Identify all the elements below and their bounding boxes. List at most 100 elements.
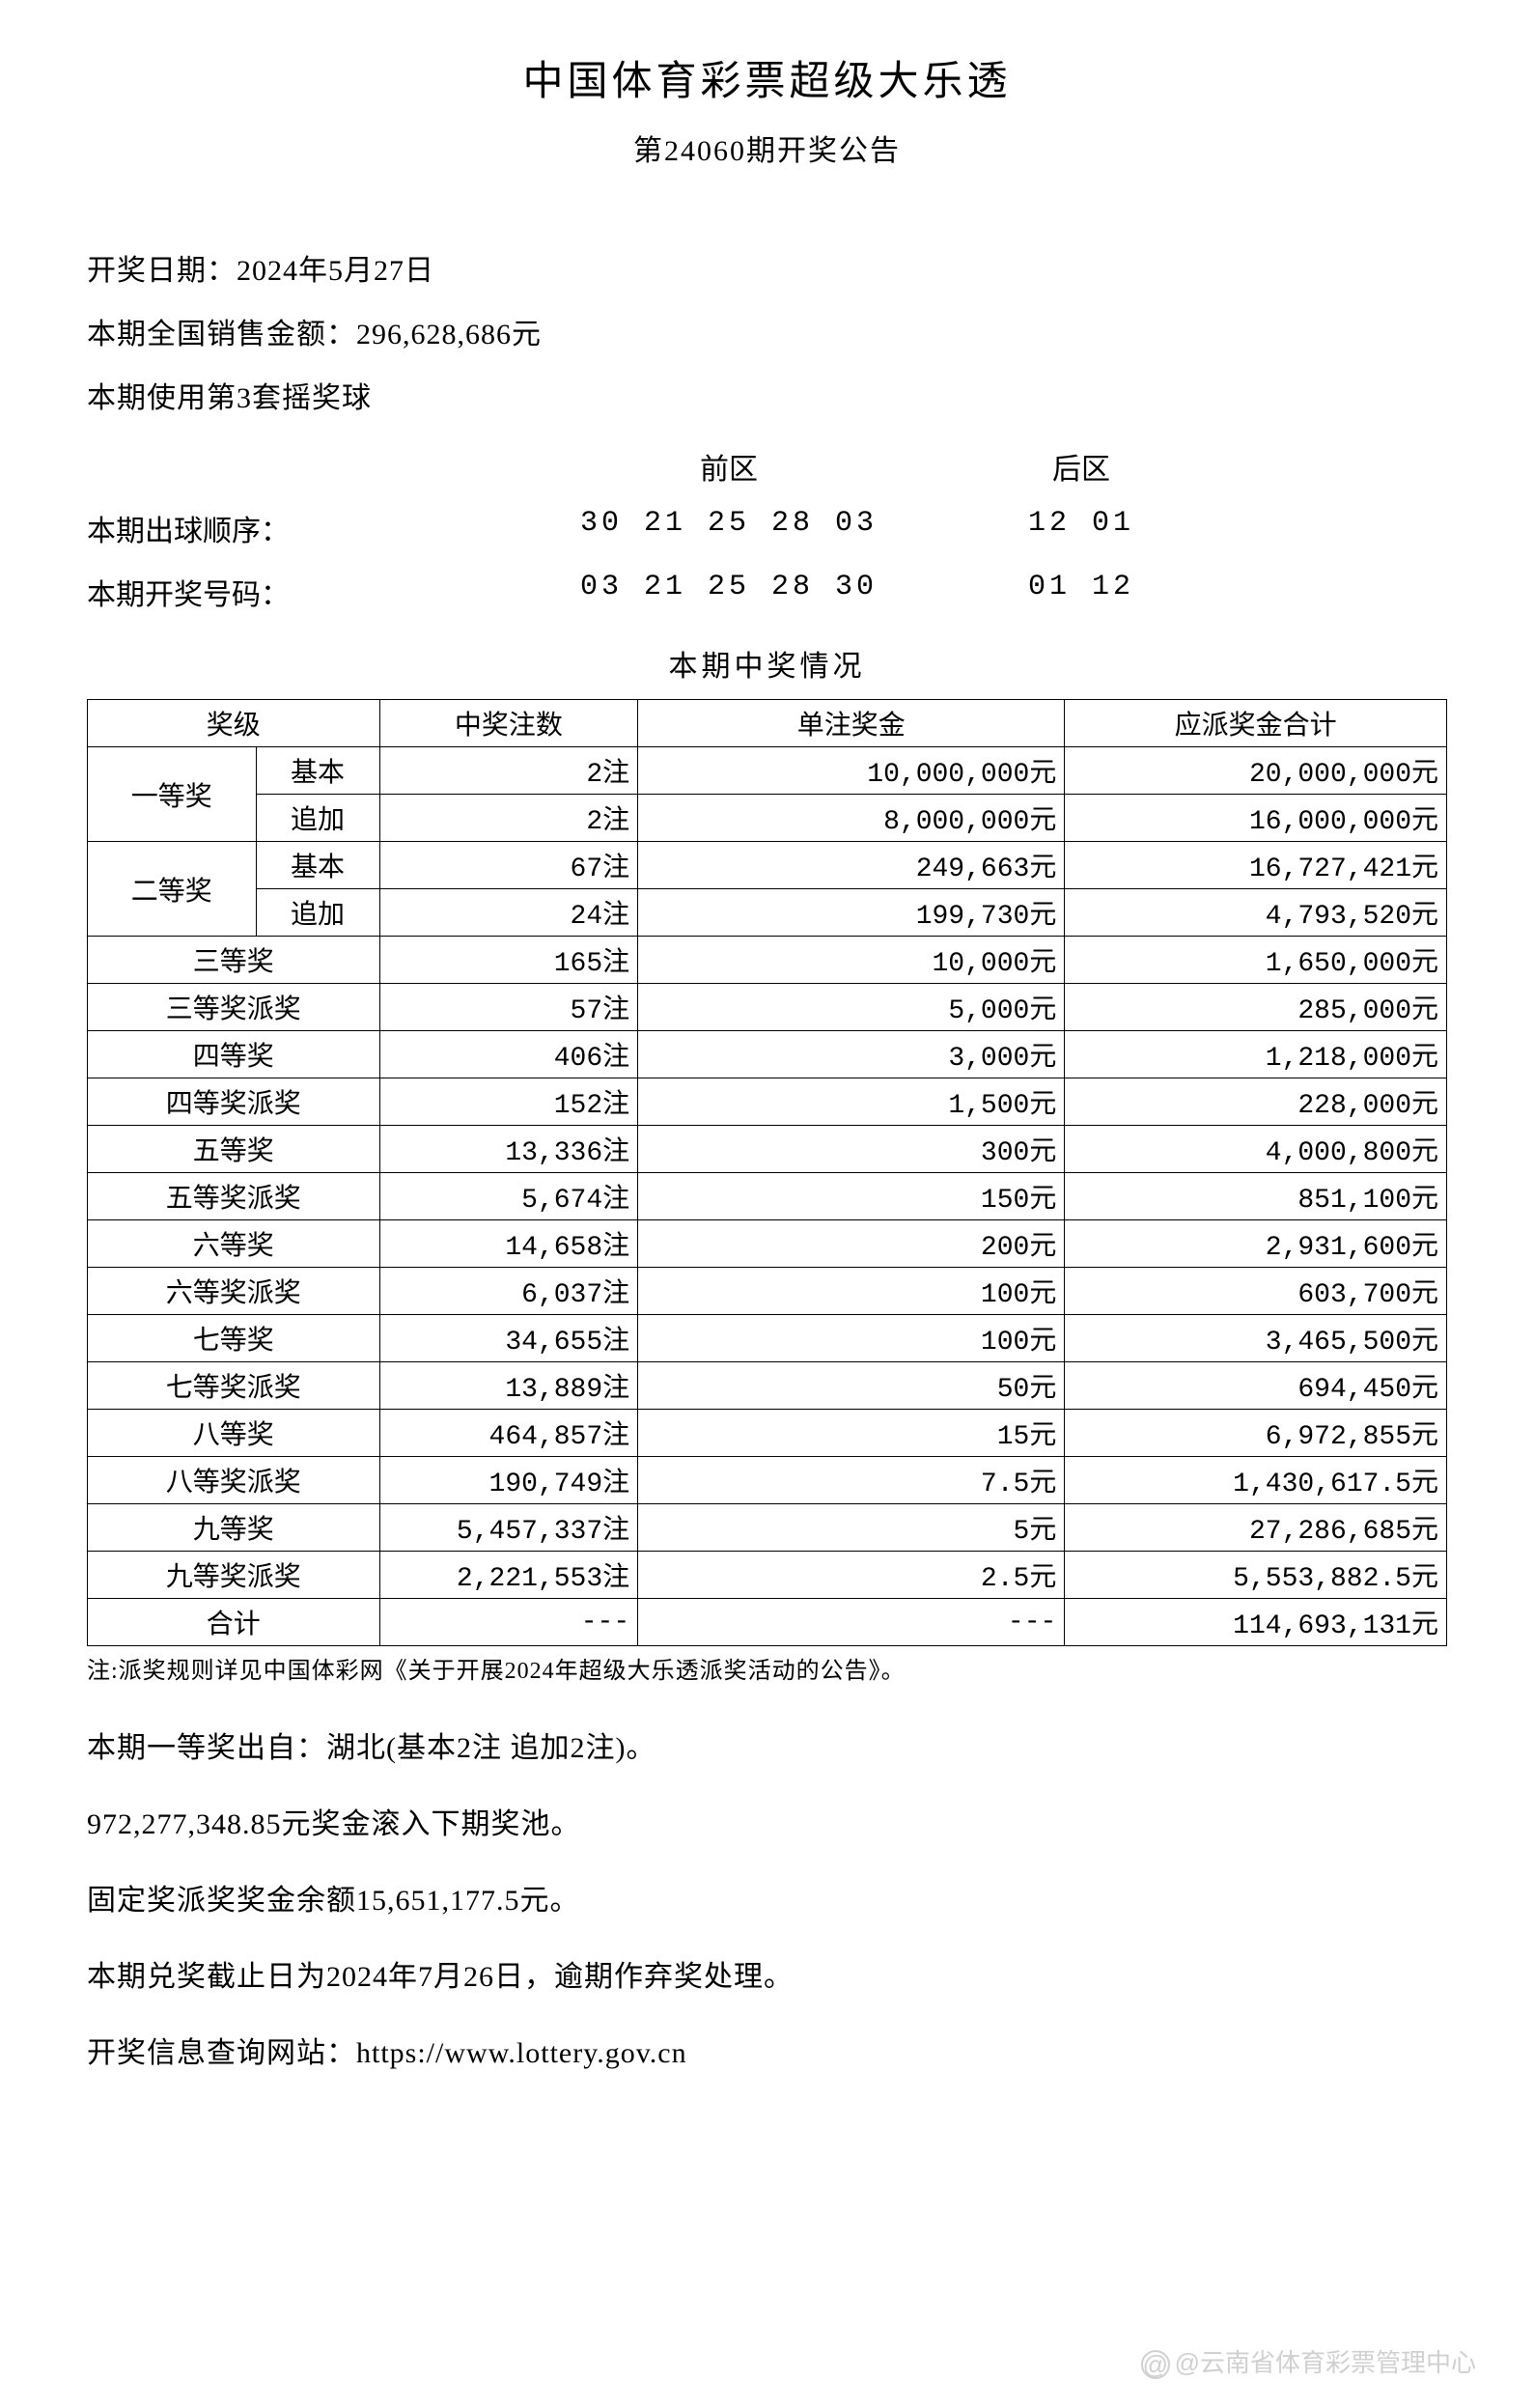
draw-order-back: 12 01 xyxy=(936,507,1226,549)
level-cell: 五等奖派奖 xyxy=(88,1173,380,1220)
sales-label: 本期全国销售金额： xyxy=(87,319,356,350)
total-cell: 228,000元 xyxy=(1065,1078,1447,1126)
table-row: 三等奖 165注 10,000元 1,650,000元 xyxy=(88,937,1447,984)
count-cell: 2,221,553注 xyxy=(379,1552,638,1599)
unit-cell: 199,730元 xyxy=(638,889,1065,937)
subtitle: 第24060期开奖公告 xyxy=(87,126,1447,169)
watermark-text: @云南省体育彩票管理中心 xyxy=(1175,2348,1476,2377)
footer-line-winner: 本期一等奖出自：湖北(基本2注 追加2注)。 xyxy=(87,1723,1447,1766)
winning-front: 03 21 25 28 30 xyxy=(521,571,936,613)
winning-back: 01 12 xyxy=(936,571,1226,613)
draw-order-front: 30 21 25 28 03 xyxy=(521,507,936,549)
table-row-total: 合计 --- --- 114,693,131元 xyxy=(88,1599,1447,1646)
count-cell: 165注 xyxy=(379,937,638,984)
footer-section: 本期一等奖出自：湖北(基本2注 追加2注)。 972,277,348.85元奖金… xyxy=(87,1723,1447,2071)
total-cell: 20,000,000元 xyxy=(1065,747,1447,795)
count-cell: 24注 xyxy=(379,889,638,937)
level-cell: 合计 xyxy=(88,1599,380,1646)
table-row: 八等奖 464,857注 15元 6,972,855元 xyxy=(88,1410,1447,1457)
table-header-row: 奖级 中奖注数 单注奖金 应派奖金合计 xyxy=(88,700,1447,747)
winning-numbers-row: 本期开奖号码： 03 21 25 28 30 01 12 xyxy=(87,571,1447,613)
numbers-header-row: 前区 后区 xyxy=(87,445,1447,488)
table-row: 七等奖派奖 13,889注 50元 694,450元 xyxy=(88,1362,1447,1410)
level-cell: 四等奖派奖 xyxy=(88,1078,380,1126)
draw-date-line: 开奖日期：2024年5月27日 xyxy=(87,246,1447,289)
total-cell: 851,100元 xyxy=(1065,1173,1447,1220)
level-cell: 八等奖派奖 xyxy=(88,1457,380,1504)
draw-date-value: 2024年5月27日 xyxy=(237,255,434,287)
count-cell: 5,674注 xyxy=(379,1173,638,1220)
header-level: 奖级 xyxy=(88,700,380,747)
level-cell: 六等奖 xyxy=(88,1220,380,1268)
unit-cell: 10,000,000元 xyxy=(638,747,1065,795)
table-row: 七等奖 34,655注 100元 3,465,500元 xyxy=(88,1315,1447,1362)
sales-line: 本期全国销售金额：296,628,686元 xyxy=(87,310,1447,352)
count-cell: 34,655注 xyxy=(379,1315,638,1362)
total-cell: 6,972,855元 xyxy=(1065,1410,1447,1457)
front-area-label: 前区 xyxy=(521,445,936,488)
sublevel-cell: 基本 xyxy=(256,747,379,795)
table-row: 八等奖派奖 190,749注 7.5元 1,430,617.5元 xyxy=(88,1457,1447,1504)
total-cell: 1,650,000元 xyxy=(1065,937,1447,984)
table-row: 追加 24注 199,730元 4,793,520元 xyxy=(88,889,1447,937)
unit-cell: 5元 xyxy=(638,1504,1065,1552)
ball-set-line: 本期使用第3套摇奖球 xyxy=(87,374,1447,416)
total-cell: 16,000,000元 xyxy=(1065,795,1447,842)
footer-line-website: 开奖信息查询网站：https://www.lottery.gov.cn xyxy=(87,2029,1447,2071)
unit-cell: 10,000元 xyxy=(638,937,1065,984)
count-cell: 406注 xyxy=(379,1031,638,1078)
watermark: @@云南省体育彩票管理中心 xyxy=(1141,2343,1476,2379)
unit-cell: 5,000元 xyxy=(638,984,1065,1031)
footer-line-balance: 固定奖派奖奖金余额15,651,177.5元。 xyxy=(87,1876,1447,1918)
footer-line-deadline: 本期兑奖截止日为2024年7月26日，逾期作弃奖处理。 xyxy=(87,1952,1447,1995)
total-cell: 2,931,600元 xyxy=(1065,1220,1447,1268)
sublevel-cell: 追加 xyxy=(256,795,379,842)
unit-cell: 300元 xyxy=(638,1126,1065,1173)
table-row: 五等奖派奖 5,674注 150元 851,100元 xyxy=(88,1173,1447,1220)
numbers-section: 前区 后区 本期出球顺序： 30 21 25 28 03 12 01 本期开奖号… xyxy=(87,445,1447,613)
count-cell: 464,857注 xyxy=(379,1410,638,1457)
count-cell: 190,749注 xyxy=(379,1457,638,1504)
unit-cell: --- xyxy=(638,1599,1065,1646)
level-cell: 八等奖 xyxy=(88,1410,380,1457)
unit-cell: 200元 xyxy=(638,1220,1065,1268)
total-cell: 3,465,500元 xyxy=(1065,1315,1447,1362)
table-row: 一等奖 基本 2注 10,000,000元 20,000,000元 xyxy=(88,747,1447,795)
header-count: 中奖注数 xyxy=(379,700,638,747)
count-cell: 57注 xyxy=(379,984,638,1031)
total-cell: 603,700元 xyxy=(1065,1268,1447,1315)
table-row: 四等奖派奖 152注 1,500元 228,000元 xyxy=(88,1078,1447,1126)
count-cell: 2注 xyxy=(379,795,638,842)
count-cell: 6,037注 xyxy=(379,1268,638,1315)
table-row: 三等奖派奖 57注 5,000元 285,000元 xyxy=(88,984,1447,1031)
unit-cell: 15元 xyxy=(638,1410,1065,1457)
table-row: 六等奖 14,658注 200元 2,931,600元 xyxy=(88,1220,1447,1268)
at-icon: @ xyxy=(1141,2350,1170,2379)
count-cell: 152注 xyxy=(379,1078,638,1126)
table-row: 二等奖 基本 67注 249,663元 16,727,421元 xyxy=(88,842,1447,889)
count-cell: 2注 xyxy=(379,747,638,795)
count-cell: 5,457,337注 xyxy=(379,1504,638,1552)
unit-cell: 100元 xyxy=(638,1315,1065,1362)
level-cell: 三等奖派奖 xyxy=(88,984,380,1031)
total-cell: 16,727,421元 xyxy=(1065,842,1447,889)
winning-label: 本期开奖号码： xyxy=(87,571,521,613)
total-cell: 1,218,000元 xyxy=(1065,1031,1447,1078)
count-cell: 13,336注 xyxy=(379,1126,638,1173)
sublevel-cell: 基本 xyxy=(256,842,379,889)
sales-value: 296,628,686元 xyxy=(356,319,542,350)
total-cell: 114,693,131元 xyxy=(1065,1599,1447,1646)
header-total-prize: 应派奖金合计 xyxy=(1065,700,1447,747)
total-cell: 1,430,617.5元 xyxy=(1065,1457,1447,1504)
level-cell: 四等奖 xyxy=(88,1031,380,1078)
table-row: 追加 2注 8,000,000元 16,000,000元 xyxy=(88,795,1447,842)
draw-order-row: 本期出球顺序： 30 21 25 28 03 12 01 xyxy=(87,507,1447,549)
table-row: 六等奖派奖 6,037注 100元 603,700元 xyxy=(88,1268,1447,1315)
total-cell: 27,286,685元 xyxy=(1065,1504,1447,1552)
unit-cell: 100元 xyxy=(638,1268,1065,1315)
sublevel-cell: 追加 xyxy=(256,889,379,937)
level-cell: 九等奖 xyxy=(88,1504,380,1552)
back-area-label: 后区 xyxy=(936,445,1226,488)
unit-cell: 150元 xyxy=(638,1173,1065,1220)
unit-cell: 7.5元 xyxy=(638,1457,1065,1504)
